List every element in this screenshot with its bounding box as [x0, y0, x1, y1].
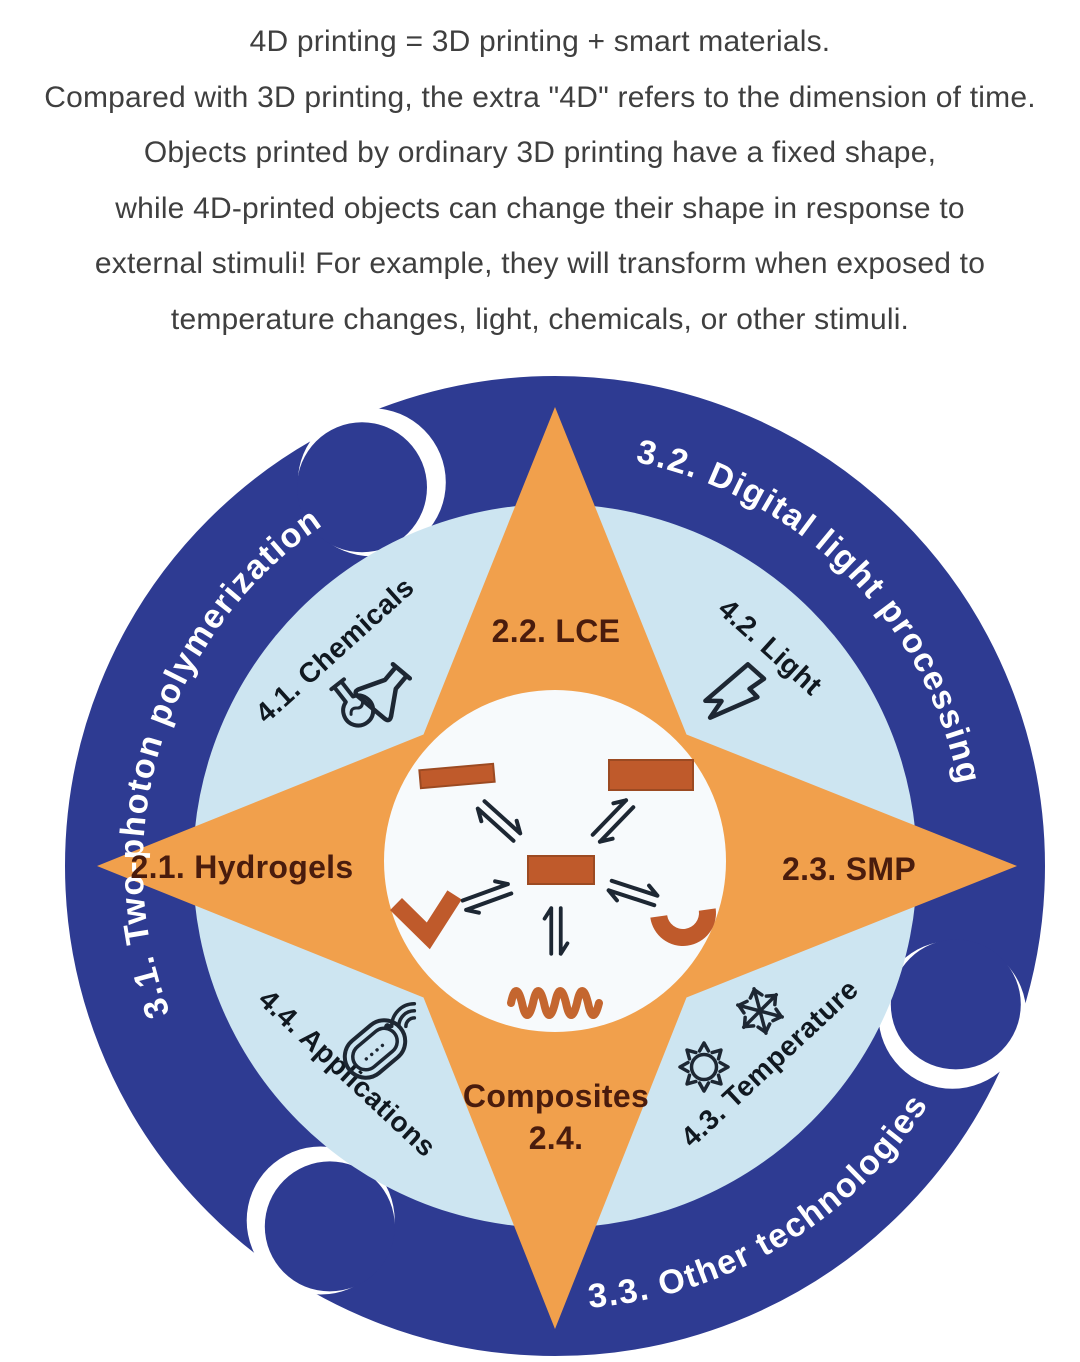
coil-spring-shape — [507, 987, 603, 1019]
curled-arc-shape — [650, 908, 716, 946]
ring-segment-cap — [890, 939, 1021, 1070]
intro-line-6: temperature changes, light, chemicals, o… — [170, 302, 910, 336]
star-label-hydrogels: 2.1. Hydrogels — [131, 849, 354, 885]
sun-icon — [678, 1041, 730, 1093]
intro-line-4: while 4D-printed objects can change thei… — [115, 191, 965, 225]
ring-segment-cap — [264, 1161, 395, 1292]
star-label-smp: 2.3. SMP — [782, 851, 916, 887]
star-label-composites: Composites — [463, 1078, 649, 1114]
ring-segment-cap — [297, 422, 427, 553]
intro-line-1: 4D printing = 3D printing + smart materi… — [249, 25, 831, 58]
intro-line-2: Compared with 3D printing, the extra "4D… — [44, 80, 1036, 114]
chevron-fold-shape — [390, 890, 462, 950]
intro-line-5: external stimuli! For example, they will… — [94, 247, 986, 280]
star-label-composites-number: 2.4. — [529, 1120, 584, 1156]
intro-text-block: 4D printing = 3D printing + smart materi… — [0, 0, 1080, 347]
star-label-lce: 2.2. LCE — [492, 613, 621, 649]
lightning-bolt-icon — [703, 662, 767, 720]
intro-line-3: Objects printed by ordinary 3D printing … — [143, 136, 937, 169]
shape-transformation-graphic — [390, 759, 716, 1019]
printed-sheet-shape — [527, 855, 595, 885]
wearable-device-icon — [342, 1001, 417, 1080]
chemical-flasks-icon — [329, 661, 413, 728]
snowflake-icon — [736, 987, 784, 1035]
thick-slab-shape — [608, 759, 694, 791]
flat-strip-shape — [418, 762, 496, 790]
